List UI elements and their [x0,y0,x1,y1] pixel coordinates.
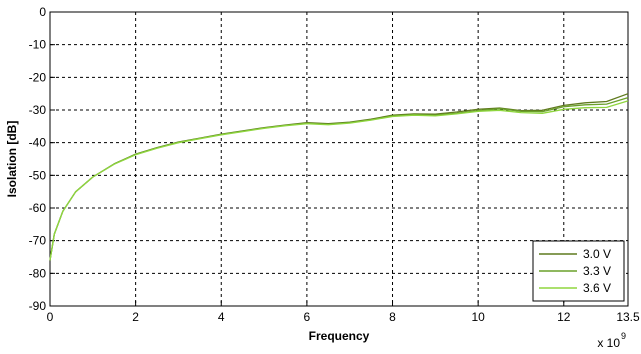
axis-ticks: 0 2 4 6 8 10 12 13.5 0 -10 -20 -30 -40 -50 -60 -70 -80 -9… [29,5,640,324]
x-tick-label: 13.5 [616,310,640,324]
x-tick-label: 10 [471,310,485,324]
x-tick-label: 6 [304,310,311,324]
y-tick-label: -90 [29,299,47,313]
y-tick-label: -80 [29,266,47,280]
y-tick-label: -40 [29,136,47,150]
y-tick-label: -20 [29,70,47,84]
legend-entry-label: 3.0 V [583,247,611,261]
plot-area [49,11,629,307]
x-axis-label: Frequency [309,329,370,343]
x-multiplier-base: x 10 [597,336,620,350]
legend-entry-label: 3.3 V [583,264,611,278]
y-tick-label: 0 [39,5,46,19]
legend: 3.0 V 3.3 V 3.6 V [532,240,625,302]
x-tick-label: 2 [132,310,139,324]
y-tick-label: -60 [29,201,47,215]
x-multiplier-exponent: 9 [621,331,626,341]
x-tick-label: 8 [389,310,396,324]
series-line [49,100,629,261]
y-tick-label: -10 [29,38,47,52]
x-tick-label: 4 [218,310,225,324]
x-tick-label: 0 [47,310,54,324]
series-lines [49,93,629,261]
x-tick-label: 12 [557,310,571,324]
grid-lines [50,12,628,306]
y-tick-label: -30 [29,103,47,117]
x-axis-multiplier: x 10 [597,336,620,350]
y-axis-label: Isolation [dB] [5,121,19,198]
y-tick-label: -70 [29,234,47,248]
y-tick-label: -50 [29,168,47,182]
legend-entry-label: 3.6 V [583,281,611,295]
